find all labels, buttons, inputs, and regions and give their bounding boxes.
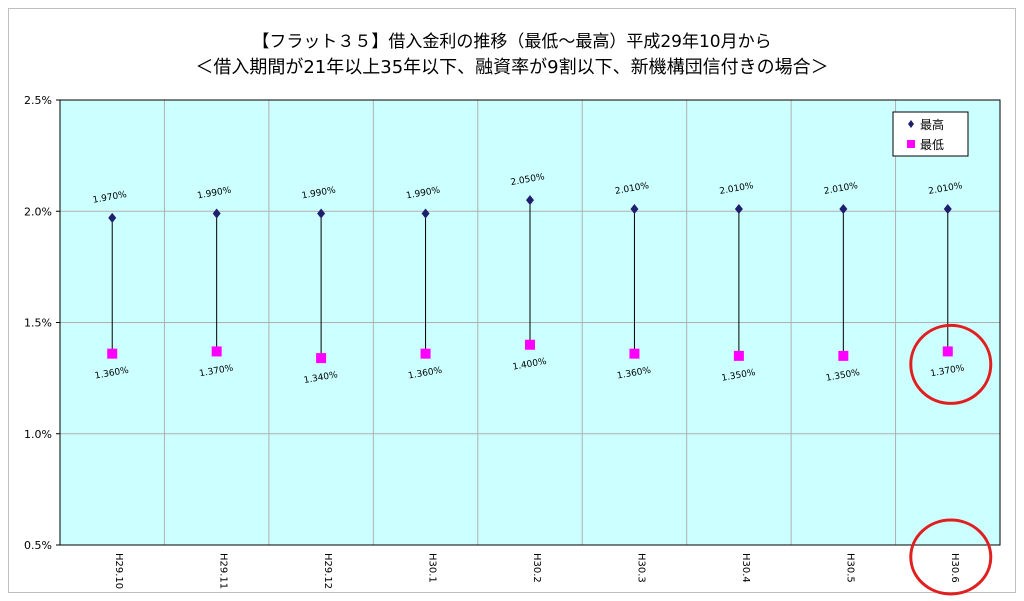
x-tick-label: H30.5 xyxy=(844,553,855,583)
y-tick-label: 2.5% xyxy=(24,94,52,107)
x-tick-label: H30.3 xyxy=(635,553,646,583)
legend-max-marker xyxy=(908,120,914,128)
legend-min-label: 最低 xyxy=(920,138,944,152)
x-tick-label: H30.4 xyxy=(740,553,751,583)
y-tick-label: 1.5% xyxy=(24,317,52,330)
min-point xyxy=(838,350,849,361)
max-point xyxy=(212,208,221,219)
min-point xyxy=(525,339,535,350)
max-point xyxy=(734,204,743,215)
x-tick-label: H30.2 xyxy=(531,553,542,583)
min-point xyxy=(211,346,222,357)
min-point xyxy=(316,353,327,364)
x-tick-label: H30.1 xyxy=(427,553,438,583)
min-point xyxy=(107,348,118,359)
y-tick-label: 0.5% xyxy=(24,539,52,552)
x-tick-label: H30.6 xyxy=(949,553,960,583)
chart-title: 【フラット３５】借入金利の推移（最低～最高）平成29年10月から xyxy=(252,32,772,52)
max-point xyxy=(526,195,534,206)
highlight-circle-rate xyxy=(909,323,993,405)
x-tick-label: H29.12 xyxy=(322,553,333,589)
highlight-circle-month xyxy=(909,518,993,596)
max-point xyxy=(317,208,326,219)
chart-subtitle: ＜借入期間が21年以上35年以下、融資率が9割以下、新機構団信付きの場合＞ xyxy=(195,57,829,78)
x-tick-label: H29.10 xyxy=(113,553,124,589)
max-point xyxy=(630,204,639,215)
legend-box xyxy=(892,111,969,157)
min-point xyxy=(629,348,640,359)
max-point xyxy=(943,204,952,215)
legend-max-label: 最高 xyxy=(920,117,944,132)
max-point xyxy=(108,212,117,223)
min-point xyxy=(942,346,953,357)
legend-min-marker xyxy=(907,140,915,148)
min-point xyxy=(420,348,431,359)
y-tick-label: 1.0% xyxy=(24,428,52,441)
x-tick-label: H29.11 xyxy=(218,553,229,589)
min-point xyxy=(733,350,744,361)
y-tick-label: 2.0% xyxy=(24,205,52,218)
max-point xyxy=(421,208,430,219)
max-point xyxy=(839,204,848,215)
plot-border xyxy=(59,99,1001,546)
